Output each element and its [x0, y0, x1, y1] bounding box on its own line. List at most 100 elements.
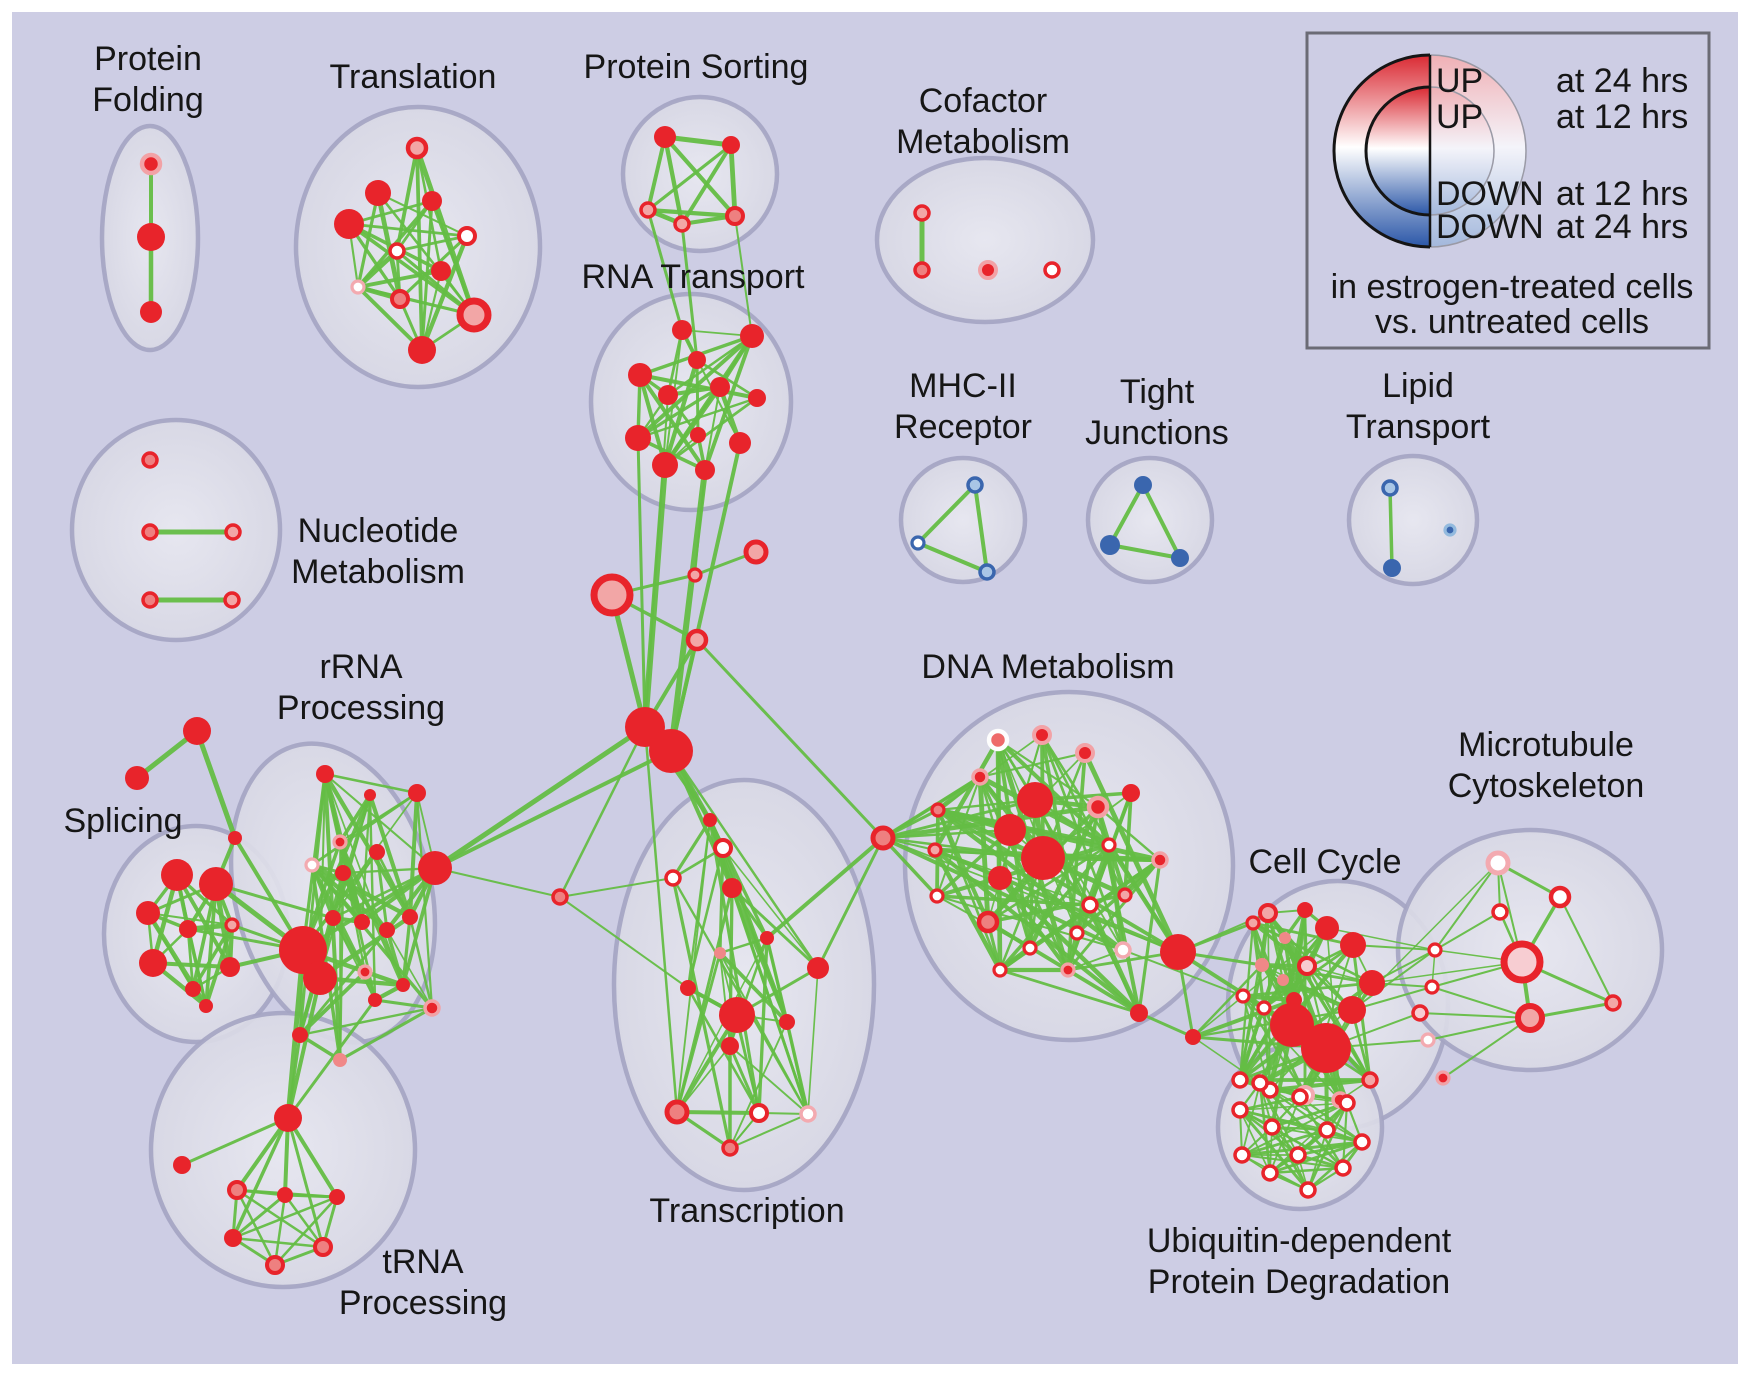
network-edge — [722, 847, 819, 969]
network-node-rr-16 — [368, 993, 382, 1007]
network-edge — [881, 836, 939, 898]
network-edge — [1191, 998, 1296, 1039]
network-edge — [997, 739, 1078, 934]
network-edge — [734, 215, 753, 337]
network-edge — [235, 1188, 277, 1267]
network-edge — [669, 749, 820, 970]
network-edge — [1270, 1125, 1329, 1132]
network-edge — [662, 134, 738, 219]
network-edge — [1251, 921, 1355, 947]
network-node-rt-10 — [652, 452, 678, 478]
network-edge — [675, 1013, 739, 1114]
network-node-rt-5 — [658, 385, 678, 405]
network-edge — [408, 915, 434, 1010]
network-node-sp-2 — [136, 901, 160, 925]
network-edge — [695, 638, 885, 840]
cluster-label-cc: Cell Cycle — [1248, 843, 1401, 881]
legend-direction-label-1: UP — [1436, 98, 1483, 136]
network-edge — [1434, 911, 1501, 951]
network-node-dm-4 — [971, 768, 989, 786]
network-edge — [235, 1116, 290, 1192]
network-node-ps-4 — [725, 206, 745, 226]
network-edge — [1238, 1108, 1310, 1192]
network-edge — [636, 436, 647, 729]
network-edge — [718, 936, 769, 955]
network-node-mt-1 — [1548, 885, 1572, 909]
network-node-dm-17 — [1081, 896, 1099, 914]
network-edge — [1238, 1108, 1364, 1144]
network-node-cc-15 — [1338, 996, 1366, 1024]
network-edge — [204, 882, 218, 1008]
cluster-bubble-tn — [148, 1010, 418, 1290]
network-node-st-1 — [125, 766, 149, 790]
network-edge — [309, 862, 390, 933]
cluster-label-nm: Nucleotide Metabolism — [291, 512, 465, 591]
network-edge — [1108, 543, 1182, 560]
network-node-tx-5 — [714, 947, 726, 959]
network-node-ps-2 — [639, 201, 657, 219]
network-node-cc-8 — [1255, 958, 1269, 972]
network-edge — [609, 592, 648, 730]
network-edge — [695, 358, 700, 437]
network-node-tn-4 — [329, 1189, 345, 1205]
cluster-labels-layer: Protein Folding Translation Protein Sorting… — [63, 40, 1644, 1322]
network-node-lp-2 — [1443, 523, 1457, 537]
legend-time-label-3: at 24 hrs — [1556, 208, 1688, 246]
network-edge — [680, 222, 699, 362]
network-node-ub-0 — [1251, 1074, 1269, 1092]
network-edge — [1238, 1006, 1266, 1082]
network-edge — [432, 724, 648, 871]
network-node-sp-4 — [224, 917, 240, 933]
network-edge — [395, 146, 419, 253]
network-edge — [718, 951, 789, 1024]
network-node-rt-7 — [625, 425, 651, 451]
network-edge — [273, 1193, 287, 1267]
network-node-lp-0 — [1381, 479, 1399, 497]
network-edge — [430, 199, 476, 317]
network-edge — [347, 222, 402, 301]
network-edge — [283, 1193, 339, 1199]
network-node-tx-4 — [760, 931, 774, 945]
network-node-tr-3 — [334, 209, 364, 239]
network-node-sp-8 — [199, 999, 213, 1013]
network-edge — [730, 886, 810, 1116]
network-node-rr-1 — [364, 789, 376, 801]
network-node-ub-8 — [1289, 1146, 1307, 1164]
network-edge — [1141, 483, 1182, 560]
network-edge — [323, 772, 419, 795]
cluster-label-tj: Tight Junctions — [1085, 373, 1229, 452]
network-edge — [1434, 862, 1499, 951]
network-node-cc-2 — [1315, 916, 1339, 940]
cluster-label-sp: Splicing — [63, 802, 182, 840]
network-edge — [286, 1116, 325, 1249]
network-node-dm-3 — [1075, 743, 1095, 763]
legend-direction-label-2: DOWN — [1436, 175, 1544, 213]
network-edge — [286, 1116, 339, 1199]
legend-time-label-0: at 24 hrs — [1556, 62, 1688, 100]
network-node-dm-14 — [927, 842, 943, 858]
network-edge — [1066, 858, 1162, 972]
network-node-tx-12 — [749, 1103, 769, 1123]
legend-direction-label-0: UP — [1436, 62, 1483, 100]
network-edge — [881, 798, 1037, 840]
network-edge — [1268, 1140, 1364, 1175]
network-node-mt-2 — [1491, 903, 1509, 921]
network-node-rt-4 — [710, 377, 730, 397]
network-node-rt-8 — [690, 427, 706, 443]
network-node-lp-1 — [1383, 559, 1401, 577]
network-edge — [645, 207, 738, 219]
network-node-tx-9 — [779, 1014, 795, 1030]
cluster-label-mt: Microtubule Cytoskeleton — [1448, 726, 1645, 805]
network-edge — [757, 936, 769, 1115]
network-node-ps-1 — [722, 136, 740, 154]
network-node-mh-0 — [966, 476, 984, 494]
network-edge — [646, 208, 684, 332]
network-node-dm-22 — [992, 962, 1008, 978]
network-edge — [286, 998, 377, 1120]
network-edge — [669, 749, 734, 890]
network-edge — [180, 1116, 290, 1167]
network-node-mt-5 — [1604, 994, 1622, 1012]
network-edge — [932, 847, 1142, 1016]
cluster-label-ub: Ubiquitin-dependent Protein Degradation — [1147, 1222, 1452, 1301]
